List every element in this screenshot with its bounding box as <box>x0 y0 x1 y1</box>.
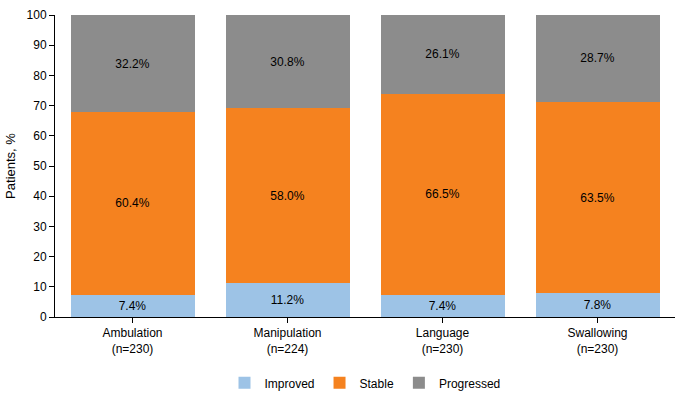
svg-text:Manipulation(n=224): Manipulation(n=224) <box>253 326 321 356</box>
svg-text:7.8%: 7.8% <box>584 298 612 312</box>
svg-text:70: 70 <box>33 99 47 113</box>
svg-text:30: 30 <box>33 220 47 234</box>
svg-text:30.8%: 30.8% <box>270 55 304 69</box>
svg-text:Language(n=230): Language(n=230) <box>416 326 470 356</box>
svg-text:60.4%: 60.4% <box>115 196 149 210</box>
svg-text:Patients, %: Patients, % <box>3 133 18 199</box>
svg-text:100: 100 <box>27 8 47 22</box>
svg-text:28.7%: 28.7% <box>580 51 614 65</box>
svg-text:66.5%: 66.5% <box>425 187 459 201</box>
svg-text:11.2%: 11.2% <box>271 293 304 307</box>
svg-text:7.4%: 7.4% <box>429 299 457 313</box>
svg-text:Stable: Stable <box>360 377 394 391</box>
svg-text:80: 80 <box>33 69 47 83</box>
svg-text:Ambulation(n=230): Ambulation(n=230) <box>102 326 162 356</box>
svg-text:10: 10 <box>33 280 47 294</box>
svg-text:20: 20 <box>33 250 47 264</box>
svg-text:Improved: Improved <box>265 377 315 391</box>
svg-text:32.2%: 32.2% <box>115 57 149 71</box>
svg-text:90: 90 <box>33 38 47 52</box>
svg-text:Swallowing(n=230): Swallowing(n=230) <box>567 326 627 356</box>
svg-text:Progressed: Progressed <box>439 377 500 391</box>
svg-text:26.1%: 26.1% <box>425 47 459 61</box>
svg-text:40: 40 <box>33 189 47 203</box>
svg-text:50: 50 <box>33 159 47 173</box>
svg-text:60: 60 <box>33 129 47 143</box>
svg-text:0: 0 <box>40 310 47 324</box>
svg-text:58.0%: 58.0% <box>270 189 304 203</box>
svg-text:7.4%: 7.4% <box>119 299 147 313</box>
svg-text:63.5%: 63.5% <box>580 191 614 205</box>
